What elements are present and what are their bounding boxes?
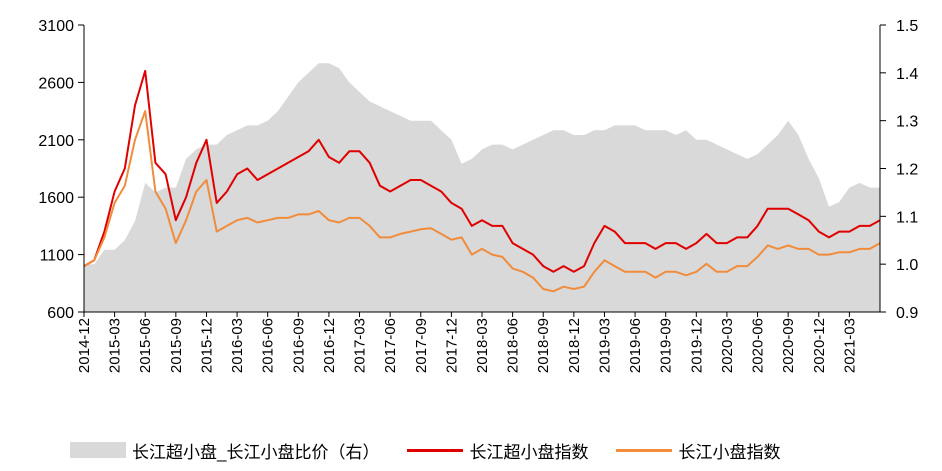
right-tick-label: 1.2 bbox=[896, 162, 918, 179]
legend-swatch-super-small-cap bbox=[407, 448, 464, 452]
x-tick-label: 2020-06 bbox=[750, 318, 767, 373]
x-axis-ticks: 2014-12 2015-03 2015-06 2015-09 2015-12 2016-… bbox=[76, 312, 858, 373]
right-tick-label: 1.3 bbox=[896, 114, 918, 131]
legend-swatch-small-cap bbox=[616, 448, 673, 452]
legend-label-super-small-cap: 长江超小盘指数 bbox=[469, 442, 589, 462]
right-tick-label: 1.0 bbox=[896, 257, 918, 274]
x-tick-label: 2020-03 bbox=[719, 318, 736, 373]
x-tick-label: 2020-09 bbox=[780, 318, 797, 373]
x-tick-label: 2019-09 bbox=[658, 318, 675, 373]
x-tick-label: 2018-03 bbox=[474, 318, 491, 373]
super-small-cap-line bbox=[83, 69, 881, 273]
right-axis-ticks: 0.9 1.0 1.1 1.2 1.3 1.4 1.5 bbox=[880, 18, 918, 322]
x-tick-label: 2016-12 bbox=[321, 318, 338, 373]
left-tick-label: 600 bbox=[47, 305, 74, 322]
legend-item-ratio: 长江超小盘_长江小盘比价（右） bbox=[70, 438, 379, 463]
ratio-area bbox=[84, 63, 880, 312]
x-tick-label: 2020-12 bbox=[811, 318, 828, 373]
x-tick-label: 2018-06 bbox=[505, 318, 522, 373]
small-cap-line bbox=[83, 110, 881, 293]
left-tick-label: 3100 bbox=[38, 18, 74, 35]
left-axis-ticks: 600 1100 1600 2100 2600 3100 bbox=[38, 18, 84, 322]
index-lines-layer bbox=[83, 69, 881, 293]
x-tick-label: 2015-06 bbox=[137, 318, 154, 373]
legend-label-small-cap: 长江小盘指数 bbox=[678, 442, 781, 462]
left-tick-label: 2100 bbox=[38, 133, 74, 150]
x-tick-label: 2017-03 bbox=[352, 318, 369, 373]
legend-item-small-cap: 长江小盘指数 bbox=[616, 438, 780, 463]
left-tick-label: 1100 bbox=[40, 248, 75, 265]
legend: 长江超小盘_长江小盘比价（右） 长江超小盘指数 长江小盘指数 bbox=[70, 436, 808, 464]
legend-item-super-small-cap: 长江超小盘指数 bbox=[407, 438, 588, 463]
right-tick-label: 1.5 bbox=[896, 18, 918, 35]
x-tick-label: 2016-06 bbox=[260, 318, 277, 373]
x-tick-label: 2017-06 bbox=[382, 318, 399, 373]
x-tick-label: 2018-09 bbox=[535, 318, 552, 373]
x-tick-label: 2016-09 bbox=[290, 318, 307, 373]
x-tick-label: 2017-12 bbox=[443, 318, 460, 373]
x-tick-label: 2019-03 bbox=[596, 318, 613, 373]
left-tick-label: 2600 bbox=[38, 75, 74, 92]
x-tick-label: 2015-03 bbox=[107, 318, 124, 373]
x-tick-label: 2019-06 bbox=[627, 318, 644, 373]
left-tick-label: 1600 bbox=[38, 190, 74, 207]
right-tick-label: 1.4 bbox=[896, 66, 918, 83]
x-tick-label: 2016-03 bbox=[229, 318, 246, 373]
ratio-area-layer bbox=[84, 63, 880, 312]
x-tick-label: 2014-12 bbox=[76, 318, 93, 373]
legend-swatch-ratio bbox=[70, 442, 126, 458]
x-tick-label: 2019-12 bbox=[688, 318, 705, 373]
x-tick-label: 2015-12 bbox=[198, 318, 215, 373]
x-tick-label: 2015-09 bbox=[168, 318, 185, 373]
right-tick-label: 1.1 bbox=[896, 209, 918, 226]
right-tick-label: 0.9 bbox=[896, 305, 918, 322]
x-tick-label: 2018-12 bbox=[566, 318, 583, 373]
x-tick-label: 2021-03 bbox=[841, 318, 858, 373]
legend-label-ratio: 长江超小盘_长江小盘比价（右） bbox=[132, 442, 380, 462]
x-tick-label: 2017-09 bbox=[413, 318, 430, 373]
